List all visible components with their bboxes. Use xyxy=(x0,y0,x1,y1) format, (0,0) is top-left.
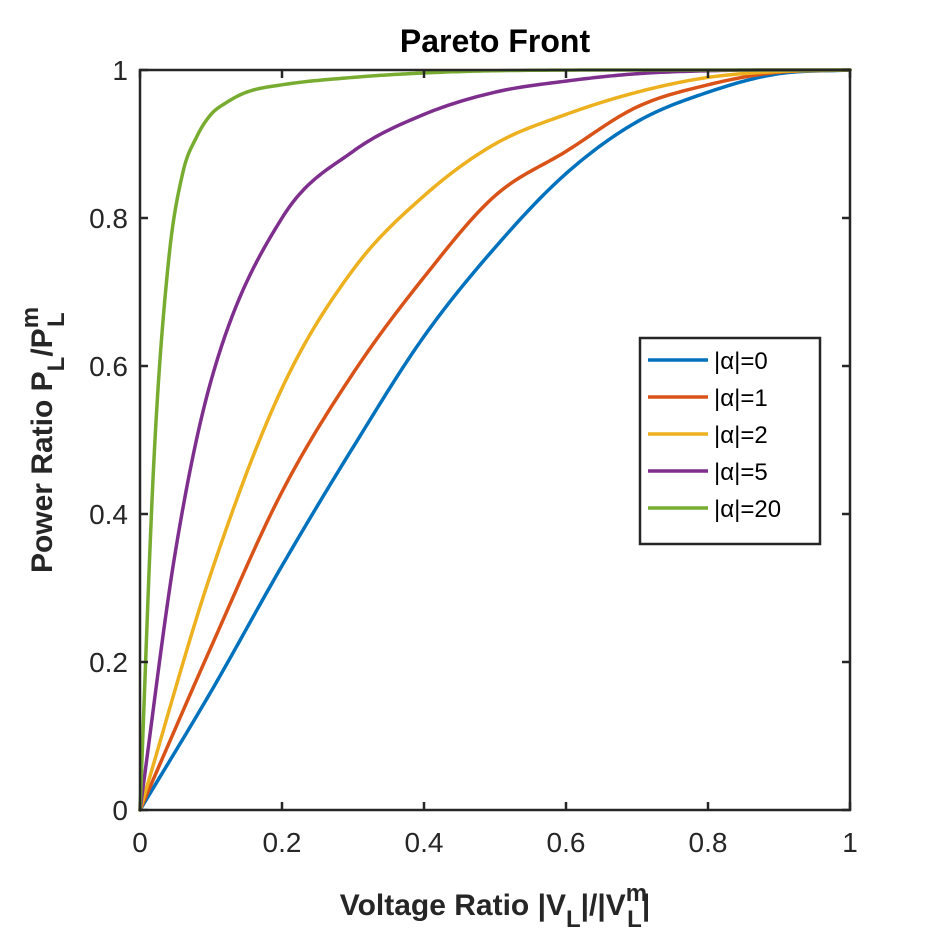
y-axis-label-part2: /P xyxy=(26,328,59,356)
x-axis-label-part3: | xyxy=(642,889,650,922)
x-tick-label: 0.8 xyxy=(689,827,728,858)
y-axis-label: Power Ratio PL/PmL xyxy=(17,307,70,573)
x-tick-label: 0.2 xyxy=(263,827,302,858)
x-axis-label-sub-2: L xyxy=(627,906,642,933)
x-axis-label-part1: Voltage Ratio |V xyxy=(340,889,566,922)
legend: |α|=0 |α|=1 |α|=2 |α|=5 |α|=20 xyxy=(638,336,822,546)
x-axis-label-sub-1: L xyxy=(566,906,581,933)
axes-box xyxy=(138,68,852,812)
chart-title: Pareto Front xyxy=(400,23,591,59)
y-axis-label-sub-1: L xyxy=(43,357,70,372)
y-axis-label-part1: Power Ratio P xyxy=(26,371,59,573)
x-tick-label: 0.6 xyxy=(547,827,586,858)
series-line-0 xyxy=(138,68,852,812)
y-tick-label: 0.4 xyxy=(89,499,128,530)
y-tick-label: 0.8 xyxy=(89,203,128,234)
tick-layer: 0 0.2 0.4 0.6 0.8 1 0 0.2 0.4 0.6 0.8 1 xyxy=(89,55,858,858)
svg-text:Power Ratio PL/PmL: Power Ratio PL/PmL xyxy=(17,307,70,573)
x-tick-label: 0.4 xyxy=(405,827,444,858)
x-axis-label-sup: m xyxy=(626,880,647,907)
x-tick-label: 0 xyxy=(132,827,148,858)
y-tick-label: 0.2 xyxy=(89,647,128,678)
series-line-2 xyxy=(138,68,852,812)
legend-label-2: |α|=2 xyxy=(714,422,768,449)
legend-label-4: |α|=20 xyxy=(714,496,781,523)
y-axis-label-sub-2: L xyxy=(43,312,70,327)
y-tick-label: 0.6 xyxy=(89,351,128,382)
y-tick-label: 1 xyxy=(112,55,128,86)
x-tick-label: 1 xyxy=(842,827,858,858)
y-tick-label: 0 xyxy=(112,795,128,826)
legend-label-3: |α|=5 xyxy=(714,459,768,486)
series-line-1 xyxy=(138,68,852,812)
svg-text:Voltage Ratio |VL|/|VmL|: Voltage Ratio |VL|/|Vm L| xyxy=(340,880,650,933)
x-axis-label-part2: |/|V xyxy=(581,889,626,922)
legend-label-0: |α|=0 xyxy=(714,348,768,375)
y-axis-label-sup: m xyxy=(17,307,44,328)
series-layer xyxy=(138,68,852,812)
legend-label-1: |α|=1 xyxy=(714,385,768,412)
x-axis-label: Voltage Ratio |VL|/|Vm L| xyxy=(340,880,650,933)
